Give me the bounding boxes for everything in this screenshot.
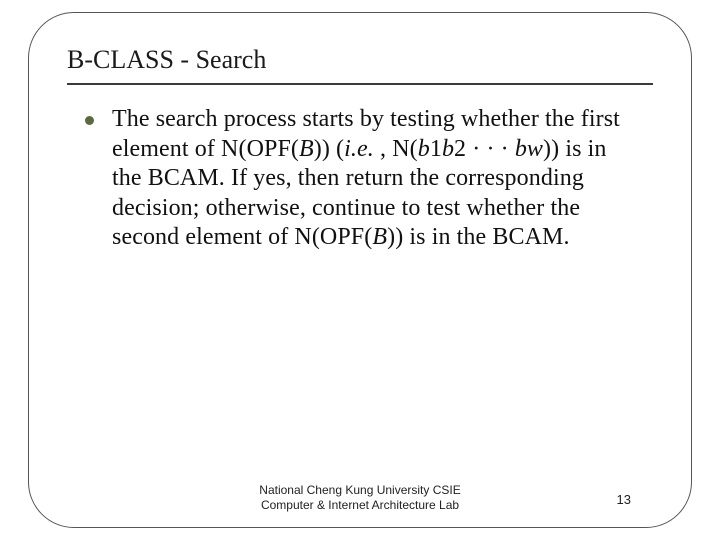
footer-line1: National Cheng Kung University CSIE xyxy=(259,483,460,497)
t: 1 xyxy=(430,136,442,162)
t: B xyxy=(372,224,387,250)
footer: National Cheng Kung University CSIECompu… xyxy=(29,483,691,513)
t: )) ( xyxy=(314,136,344,162)
t: 2 · · · xyxy=(454,136,515,162)
bullet-item: The search process starts by testing whe… xyxy=(85,105,641,253)
title-rule xyxy=(67,83,653,85)
page-number: 13 xyxy=(617,492,631,507)
t: i.e. xyxy=(344,136,374,162)
bullet-icon xyxy=(85,116,94,125)
footer-line2: Computer & Internet Architecture Lab xyxy=(261,498,459,512)
t: )) is in the BCAM. xyxy=(387,224,569,250)
t: b xyxy=(418,136,430,162)
t: bw xyxy=(515,136,543,162)
slide-body: The search process starts by testing whe… xyxy=(85,105,641,253)
title-block: B-CLASS - Search xyxy=(67,45,653,85)
t: , N( xyxy=(374,136,418,162)
t: B xyxy=(299,136,314,162)
footer-text: National Cheng Kung University CSIECompu… xyxy=(259,483,460,513)
slide-frame: B-CLASS - Search The search process star… xyxy=(28,12,692,528)
slide-title: B-CLASS - Search xyxy=(67,45,653,81)
t: b xyxy=(442,136,454,162)
body-paragraph: The search process starts by testing whe… xyxy=(112,105,641,253)
